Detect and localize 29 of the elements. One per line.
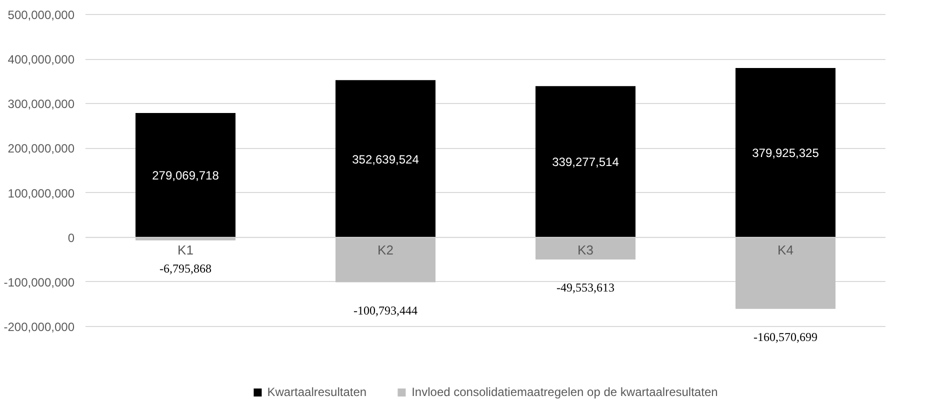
y-tick-label: 500,000,000 [8, 8, 75, 22]
x-tick-label: K1 [178, 242, 194, 258]
x-tick-label: K3 [578, 242, 594, 258]
y-tick-label: 200,000,000 [8, 142, 75, 156]
data-label: 352,639,524 [352, 152, 420, 166]
data-label: 279,069,718 [152, 168, 220, 183]
data-label: -160,570,699 [754, 330, 818, 344]
data-label: 379,925,325 [752, 146, 820, 160]
x-tick-label: K4 [778, 242, 794, 258]
bar [336, 80, 436, 238]
data-label: -6,795,868 [160, 261, 212, 276]
y-tick-label: 400,000,000 [8, 52, 75, 67]
legend-label: Invloed consolidatiemaatregelen op de kwartaalresultaten [412, 385, 718, 399]
bar [536, 237, 636, 260]
bar [336, 237, 436, 282]
x-tick-label: K2 [378, 242, 394, 258]
y-tick-label: 300,000,000 [8, 97, 75, 112]
y-tick-label: 0 [68, 230, 75, 245]
y-tick-label: 100,000,000 [8, 186, 75, 200]
legend-label: Kwartaalresultaten [267, 385, 367, 399]
y-tick-label: -200,000,000 [4, 320, 75, 334]
bar [536, 86, 636, 238]
data-label: -49,553,613 [556, 280, 614, 294]
bar [736, 68, 836, 238]
data-label: -100,793,444 [354, 303, 418, 318]
y-tick-label: -100,000,000 [4, 275, 75, 290]
data-label: 339,277,514 [552, 155, 620, 170]
bar [136, 112, 236, 238]
bar [736, 237, 836, 309]
